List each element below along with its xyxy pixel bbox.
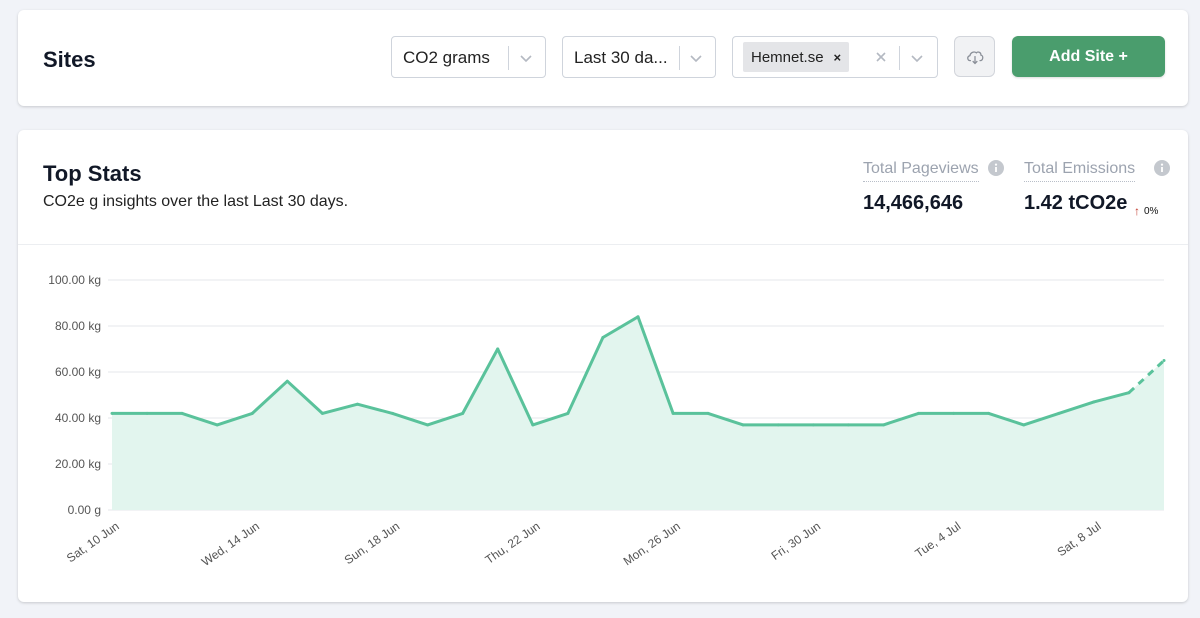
data-point[interactable] <box>426 423 430 427</box>
data-point[interactable] <box>355 402 359 406</box>
emissions-chart: 0.00 g 20.00 kg 40.00 kg 60.00 kg 80.00 kg 10… <box>48 273 1166 569</box>
data-point[interactable] <box>250 411 254 415</box>
data-point[interactable] <box>496 347 500 351</box>
site-chip: Hemnet.se × <box>743 42 850 72</box>
chevron-down-icon[interactable] <box>518 50 534 66</box>
y-tick-label: 40.00 kg <box>55 411 101 425</box>
period-select[interactable]: Last 30 da... <box>562 36 716 78</box>
download-button[interactable] <box>954 36 995 77</box>
data-point[interactable] <box>1057 411 1061 415</box>
x-tick-label: Sat, 8 Jul <box>1055 519 1104 559</box>
data-point[interactable] <box>636 315 640 319</box>
data-point[interactable] <box>1127 391 1131 395</box>
y-tick-label: 20.00 kg <box>55 457 101 471</box>
x-tick-label: Tue, 4 Jul <box>912 519 963 560</box>
arrow-up-icon: ↑ <box>1134 204 1140 218</box>
metric-select-value: CO2 grams <box>403 48 490 67</box>
top-stats-subtitle: CO2e g insights over the last Last 30 da… <box>43 193 349 210</box>
emissions-trend: ↑ 0% <box>1134 204 1158 218</box>
y-tick-label: 80.00 kg <box>55 319 101 333</box>
site-chip-label: Hemnet.se <box>751 48 824 66</box>
top-stats-title: Top Stats <box>43 161 142 186</box>
y-tick-label: 0.00 g <box>68 503 101 517</box>
data-point[interactable] <box>671 411 675 415</box>
x-tick-label: Thu, 22 Jun <box>483 519 543 567</box>
data-point[interactable] <box>531 423 535 427</box>
data-point[interactable] <box>1092 400 1096 404</box>
metric-select[interactable]: CO2 grams <box>391 36 546 78</box>
data-point[interactable] <box>320 411 324 415</box>
x-tick-label: Sun, 18 Jun <box>342 519 403 567</box>
select-separator <box>899 46 900 70</box>
data-point[interactable] <box>1022 423 1026 427</box>
total-pageviews-value: 14,466,646 <box>863 192 964 214</box>
x-tick-label: Sat, 10 Jun <box>64 519 122 565</box>
x-tick-label: Fri, 30 Jun <box>769 519 823 563</box>
emissions-area <box>112 316 1164 510</box>
select-separator <box>679 46 680 70</box>
y-tick-label: 60.00 kg <box>55 365 101 379</box>
add-site-button[interactable]: Add Site + <box>1012 36 1165 77</box>
data-point[interactable] <box>391 411 395 415</box>
x-tick-label: Mon, 26 Jun <box>621 519 683 568</box>
site-select[interactable]: Hemnet.se × <box>732 36 938 78</box>
card-divider <box>18 244 1188 245</box>
chevron-down-icon[interactable] <box>688 50 704 66</box>
data-point[interactable] <box>180 411 184 415</box>
data-point[interactable] <box>846 423 850 427</box>
cloud-download-icon <box>966 50 983 64</box>
chevron-down-icon[interactable] <box>909 50 925 66</box>
data-point[interactable] <box>285 379 289 383</box>
y-tick-label: 100.00 kg <box>48 273 101 287</box>
data-point[interactable] <box>215 423 219 427</box>
info-icon[interactable] <box>1154 160 1170 176</box>
data-point[interactable] <box>987 411 991 415</box>
emissions-line <box>112 315 1130 427</box>
data-point[interactable] <box>145 411 149 415</box>
data-point[interactable] <box>461 411 465 415</box>
data-point[interactable] <box>952 411 956 415</box>
select-separator <box>508 46 509 70</box>
info-icon[interactable] <box>988 160 1004 176</box>
period-select-value: Last 30 da... <box>574 48 668 67</box>
clear-icon[interactable] <box>873 49 889 65</box>
data-point[interactable] <box>917 411 921 415</box>
data-point[interactable] <box>566 411 570 415</box>
total-pageviews-label: Total Pageviews <box>863 160 979 182</box>
data-point[interactable] <box>110 411 114 415</box>
emissions-change: 0% <box>1144 205 1159 217</box>
total-emissions-value: 1.42 tCO2e <box>1024 192 1128 214</box>
data-point[interactable] <box>706 411 710 415</box>
data-point[interactable] <box>881 423 885 427</box>
x-tick-label: Wed, 14 Jun <box>199 519 262 569</box>
data-point[interactable] <box>601 336 605 339</box>
sites-title: Sites <box>43 47 96 72</box>
chip-remove-icon[interactable]: × <box>833 49 842 65</box>
total-emissions-label: Total Emissions <box>1024 160 1136 182</box>
data-point[interactable] <box>811 423 815 427</box>
data-point[interactable] <box>1162 359 1166 362</box>
sites-card: Sites CO2 grams Last 30 da... Hemnet.se … <box>18 10 1188 106</box>
emissions-projection-line <box>1127 359 1166 394</box>
data-point[interactable] <box>741 423 745 427</box>
data-point[interactable] <box>776 423 780 427</box>
